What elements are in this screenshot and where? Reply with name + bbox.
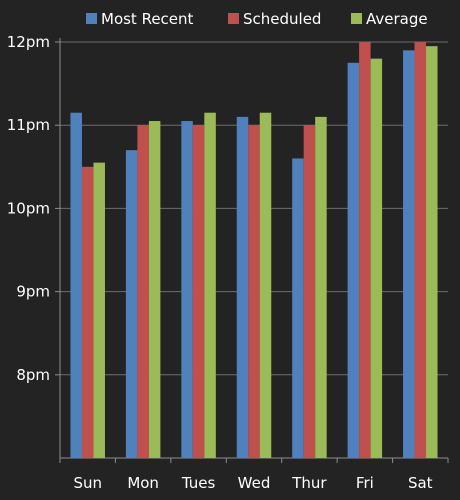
bar-most-recent-sat xyxy=(403,50,415,458)
bar-scheduled-mon xyxy=(137,125,149,458)
bar-scheduled-tues xyxy=(192,125,205,458)
bar-most-recent-thur xyxy=(292,158,304,459)
x-tick-label: Thur xyxy=(291,474,327,492)
legend-swatch-average xyxy=(351,13,362,24)
x-tick-label: Wed xyxy=(238,474,271,492)
bar-most-recent-fri xyxy=(347,62,360,459)
bar-scheduled-thur xyxy=(303,125,316,458)
bar-most-recent-wed xyxy=(236,116,249,458)
legend-swatch-most-recent xyxy=(86,13,97,24)
bar-average-thur xyxy=(315,116,327,458)
bar-average-mon xyxy=(148,121,161,458)
x-tick-label: Tues xyxy=(181,474,216,492)
x-tick-label: Sun xyxy=(73,474,102,492)
bar-scheduled-wed xyxy=(248,125,260,458)
bar-average-tues xyxy=(204,112,216,458)
y-tick-label: 12pm xyxy=(7,33,50,51)
x-tick-label: Mon xyxy=(127,474,159,492)
bar-most-recent-sun xyxy=(70,112,82,458)
bar-average-wed xyxy=(259,112,272,458)
y-tick-label: 9pm xyxy=(16,283,50,301)
bar-average-sat xyxy=(426,46,438,458)
bar-average-fri xyxy=(370,58,383,458)
legend-label-average: Average xyxy=(366,10,428,28)
y-tick-label: 11pm xyxy=(7,116,50,134)
bar-scheduled-fri xyxy=(359,42,371,458)
bar-most-recent-tues xyxy=(181,121,193,458)
bar-average-sun xyxy=(93,162,105,458)
x-tick-label: Fri xyxy=(356,474,374,492)
bar-most-recent-mon xyxy=(125,150,138,458)
legend-label-most-recent: Most Recent xyxy=(101,10,194,28)
y-tick-label: 8pm xyxy=(16,366,50,384)
legend-swatch-scheduled xyxy=(228,13,239,24)
x-tick-label: Sat xyxy=(408,474,433,492)
bar-scheduled-sun xyxy=(81,166,94,459)
y-tick-label: 10pm xyxy=(7,199,50,217)
legend-label-scheduled: Scheduled xyxy=(243,10,321,28)
bar-scheduled-sat xyxy=(414,42,427,458)
